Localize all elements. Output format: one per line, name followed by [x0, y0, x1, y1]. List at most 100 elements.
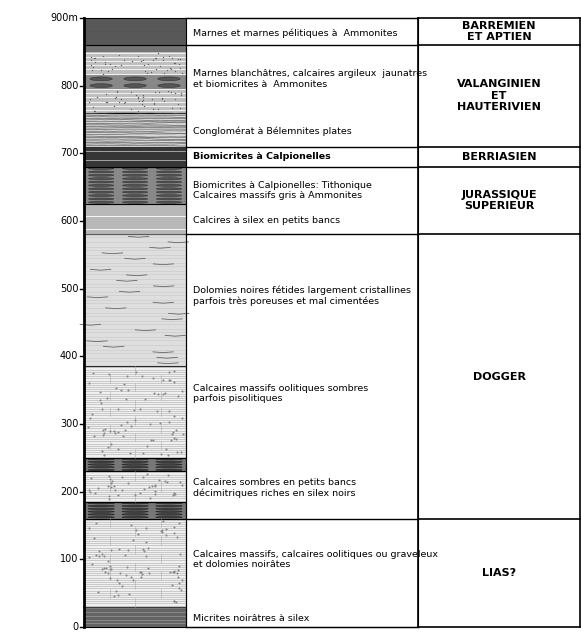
Ellipse shape — [88, 467, 114, 468]
Ellipse shape — [122, 503, 148, 504]
Ellipse shape — [88, 505, 114, 507]
Ellipse shape — [156, 511, 182, 512]
Ellipse shape — [123, 188, 148, 190]
Ellipse shape — [88, 198, 114, 200]
Ellipse shape — [123, 195, 148, 197]
Ellipse shape — [88, 513, 114, 515]
Bar — [84, 45, 186, 113]
Ellipse shape — [156, 181, 182, 183]
Ellipse shape — [158, 84, 180, 87]
Ellipse shape — [156, 505, 182, 507]
Ellipse shape — [156, 171, 182, 173]
Text: Marnes et marnes pélitiques à  Ammonites: Marnes et marnes pélitiques à Ammonites — [193, 28, 397, 38]
Text: Calcaires massifs oolitiques sombres
parfois pisolitiques: Calcaires massifs oolitiques sombres par… — [193, 384, 368, 403]
Ellipse shape — [123, 167, 148, 169]
Ellipse shape — [158, 77, 180, 81]
Bar — [84, 606, 186, 627]
Text: Marnes blanchâtres, calcaires argileux  jaunatres
et biomicrites à  Ammonites: Marnes blanchâtres, calcaires argileux j… — [193, 69, 427, 88]
Ellipse shape — [88, 469, 114, 470]
Bar — [84, 235, 186, 367]
Ellipse shape — [123, 191, 148, 193]
Ellipse shape — [90, 84, 112, 87]
Bar — [84, 235, 186, 367]
Ellipse shape — [123, 181, 148, 183]
Ellipse shape — [88, 517, 114, 518]
Bar — [84, 89, 186, 113]
Ellipse shape — [88, 458, 114, 460]
Ellipse shape — [122, 511, 148, 512]
Text: Biomicrites à Calpionelles: Biomicrites à Calpionelles — [193, 152, 331, 161]
Ellipse shape — [124, 77, 146, 81]
Text: 500: 500 — [60, 283, 78, 294]
Ellipse shape — [88, 511, 114, 512]
Bar — [84, 76, 186, 89]
Ellipse shape — [124, 84, 146, 87]
Ellipse shape — [88, 191, 114, 193]
Text: Calcaires massifs, calcaires oolitiques ou graveleux
et dolomies noirâtes: Calcaires massifs, calcaires oolitiques … — [193, 549, 438, 569]
Ellipse shape — [156, 198, 182, 200]
Text: 900m: 900m — [51, 13, 78, 23]
Ellipse shape — [156, 503, 182, 504]
Ellipse shape — [156, 188, 182, 190]
Ellipse shape — [156, 467, 182, 468]
Text: 400: 400 — [60, 351, 78, 362]
Text: Calcires à silex en petits bancs: Calcires à silex en petits bancs — [193, 217, 340, 226]
Ellipse shape — [88, 201, 114, 203]
Bar — [84, 367, 186, 458]
Ellipse shape — [123, 201, 148, 203]
Bar — [84, 45, 186, 52]
Ellipse shape — [88, 185, 114, 187]
Ellipse shape — [88, 167, 114, 169]
Bar — [84, 113, 186, 147]
Bar — [84, 519, 186, 606]
Ellipse shape — [156, 201, 182, 203]
Bar — [84, 204, 186, 235]
Ellipse shape — [123, 174, 148, 176]
Bar — [84, 519, 186, 606]
Ellipse shape — [88, 188, 114, 190]
Ellipse shape — [88, 464, 114, 465]
Bar — [84, 471, 186, 502]
Bar — [84, 458, 186, 471]
Bar — [84, 18, 186, 45]
Bar — [84, 471, 186, 502]
Ellipse shape — [156, 458, 182, 460]
Ellipse shape — [122, 508, 148, 510]
Ellipse shape — [88, 461, 114, 463]
Text: LIAS?: LIAS? — [482, 568, 516, 578]
Ellipse shape — [156, 469, 182, 470]
Text: 200: 200 — [60, 487, 78, 497]
Text: 800: 800 — [60, 81, 78, 90]
Bar — [84, 52, 186, 76]
Text: JURASSIQUE
SUPERIEUR: JURASSIQUE SUPERIEUR — [461, 190, 537, 212]
Text: VALANGINIEN
ET
HAUTERIVIEN: VALANGINIEN ET HAUTERIVIEN — [457, 79, 541, 112]
Ellipse shape — [156, 167, 182, 169]
Bar — [84, 367, 186, 458]
Ellipse shape — [90, 77, 112, 81]
Ellipse shape — [156, 461, 182, 463]
Ellipse shape — [156, 195, 182, 197]
Text: 300: 300 — [60, 419, 78, 429]
Ellipse shape — [88, 181, 114, 183]
Ellipse shape — [123, 178, 148, 179]
Text: Conglomérat à Bélemnites plates: Conglomérat à Bélemnites plates — [193, 126, 352, 136]
Ellipse shape — [88, 174, 114, 176]
Text: 0: 0 — [72, 622, 78, 632]
Text: Biomicrites à Calpionelles: Tithonique
Calcaires massifs gris à Ammonites: Biomicrites à Calpionelles: Tithonique C… — [193, 181, 372, 200]
Ellipse shape — [122, 464, 148, 465]
Ellipse shape — [156, 513, 182, 515]
Bar — [84, 606, 186, 627]
Bar — [84, 113, 186, 147]
Ellipse shape — [123, 171, 148, 173]
Bar — [84, 502, 186, 519]
Ellipse shape — [156, 517, 182, 518]
Ellipse shape — [123, 198, 148, 200]
Ellipse shape — [156, 178, 182, 179]
Bar — [84, 167, 186, 204]
Ellipse shape — [88, 171, 114, 173]
Text: DOGGER: DOGGER — [472, 372, 526, 381]
Bar — [84, 502, 186, 519]
Ellipse shape — [122, 469, 148, 470]
Ellipse shape — [156, 191, 182, 193]
Text: 700: 700 — [60, 148, 78, 158]
